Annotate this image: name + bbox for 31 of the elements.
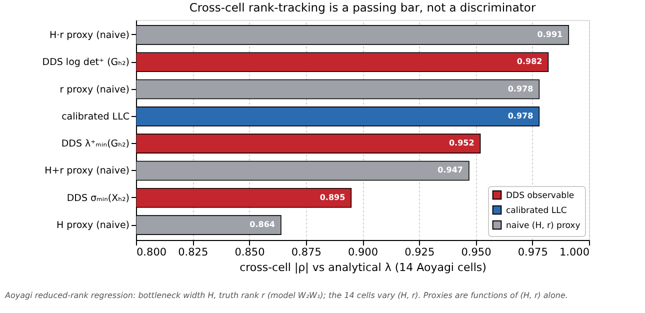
x-tick-label: 0.825 [178, 246, 208, 258]
y-tick-label: H proxy (naive) [56, 220, 130, 232]
x-tick-label: 0.950 [461, 246, 492, 258]
x-tick-label: 0.925 [404, 246, 435, 258]
y-tick-label: DDS log det⁺ (Gₕ₂) [42, 57, 130, 68]
data-label: 0.947 [438, 166, 463, 175]
data-label: 0.864 [250, 220, 276, 230]
text: Aoyagi reduced-rank regression: bottleneck width H, truth rank r (model W₂W₁); the 14 cells vary (H, r). Proxies are functions of (H, r) alone. [4, 291, 568, 300]
legend-label: DDS observable [506, 191, 574, 201]
y-tick-label: r proxy (naive) [60, 84, 130, 96]
y-tick-label: H+r proxy (naive) [44, 166, 130, 177]
data-label: 0.978 [508, 84, 534, 94]
y-tick-label: H·r proxy (naive) [50, 30, 130, 41]
data-label: 0.982 [516, 57, 542, 66]
data-label: 0.952 [448, 138, 474, 148]
x-tick-label: 1.000 [559, 246, 590, 258]
y-tick-label: DDS σₘᵢₙ(Xₕ₂) [66, 192, 130, 204]
x-axis-title: cross-cell |ρ| vs analytical λ (14 Aoyagi cells) [240, 261, 486, 274]
x-tick-label: 0.800 [136, 246, 167, 258]
data-label: 0.978 [508, 111, 534, 120]
data-label: 0.991 [537, 30, 564, 39]
x-tick-label: 0.975 [518, 246, 548, 258]
legend-label: calibrated LLC [506, 206, 567, 216]
y-tick-label: calibrated LLC [62, 111, 130, 122]
data-label: 0.895 [320, 192, 346, 202]
legend-label: naive (H, r) proxy [506, 221, 580, 231]
y-tick-label: DDS λ⁺ₘᵢₙ(Gₕ₂) [61, 138, 130, 150]
x-tick-label: 0.900 [348, 246, 378, 258]
x-tick-label: 0.875 [291, 246, 322, 258]
chart-title: Cross-cell rank-tracking is a passing bar, not a discriminator [189, 0, 536, 14]
x-tick-label: 0.850 [234, 246, 265, 258]
